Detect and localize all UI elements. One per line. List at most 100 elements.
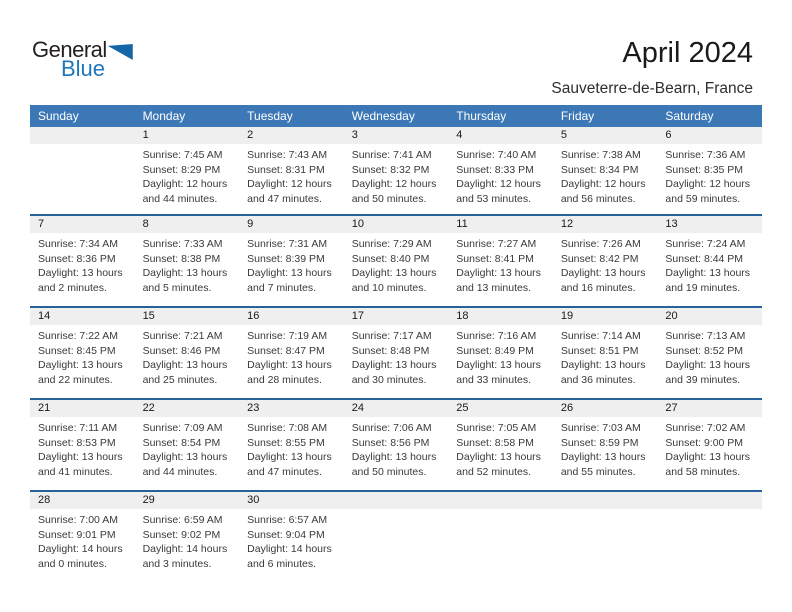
day-details: Sunrise: 7:43 AM Sunset: 8:31 PM Dayligh… xyxy=(239,144,344,206)
day-cell: 27 Sunrise: 7:02 AM Sunset: 9:00 PM Dayl… xyxy=(657,400,762,490)
day-details: Sunrise: 6:57 AM Sunset: 9:04 PM Dayligh… xyxy=(239,509,344,571)
day-number: 26 xyxy=(552,400,658,417)
day-sunrise: Sunrise: 7:05 AM xyxy=(456,422,537,434)
day-daylight: Daylight: 13 hours and 10 minutes. xyxy=(351,267,437,294)
day-number: 27 xyxy=(657,400,762,417)
day-sunset: Sunset: 8:34 PM xyxy=(560,163,639,176)
week-row: 21 Sunrise: 7:11 AM Sunset: 8:53 PM Dayl… xyxy=(30,398,762,490)
day-sunset: Sunset: 9:01 PM xyxy=(38,528,116,541)
day-sunrise: Sunrise: 7:31 AM xyxy=(247,238,328,250)
day-cell: 23 Sunrise: 7:08 AM Sunset: 8:55 PM Dayl… xyxy=(239,400,344,490)
weeks-container: 1 Sunrise: 7:45 AM Sunset: 8:29 PM Dayli… xyxy=(30,127,762,582)
day-details xyxy=(657,509,762,513)
day-number: 21 xyxy=(30,400,135,417)
day-sunrise: Sunrise: 7:24 AM xyxy=(665,238,746,250)
day-number: 3 xyxy=(343,127,449,144)
day-number: 19 xyxy=(552,308,658,325)
day-sunrise: Sunrise: 7:38 AM xyxy=(560,149,641,161)
day-sunset: Sunset: 8:55 PM xyxy=(247,436,325,449)
page-subtitle: Sauveterre-de-Bearn, France xyxy=(551,79,753,97)
day-daylight: Daylight: 13 hours and 39 minutes. xyxy=(665,359,751,386)
day-daylight: Daylight: 13 hours and 30 minutes. xyxy=(351,359,437,386)
day-daylight: Daylight: 13 hours and 50 minutes. xyxy=(351,451,437,478)
day-daylight: Daylight: 13 hours and 36 minutes. xyxy=(560,359,646,386)
weekday-wednesday: Wednesday xyxy=(351,109,415,123)
day-details: Sunrise: 7:27 AM Sunset: 8:41 PM Dayligh… xyxy=(448,233,553,295)
calendar: Sunday Monday Tuesday Wednesday Thursday… xyxy=(30,105,762,582)
day-number: 29 xyxy=(134,492,240,509)
day-sunrise: Sunrise: 7:43 AM xyxy=(247,149,328,161)
day-cell: 3 Sunrise: 7:41 AM Sunset: 8:32 PM Dayli… xyxy=(343,127,449,214)
day-cell: 30 Sunrise: 6:57 AM Sunset: 9:04 PM Dayl… xyxy=(239,492,344,582)
day-cell: 16 Sunrise: 7:19 AM Sunset: 8:47 PM Dayl… xyxy=(239,308,344,398)
day-daylight: Daylight: 13 hours and 16 minutes. xyxy=(560,267,646,294)
day-details: Sunrise: 7:22 AM Sunset: 8:45 PM Dayligh… xyxy=(30,325,135,387)
day-daylight: Daylight: 13 hours and 28 minutes. xyxy=(247,359,332,386)
day-details: Sunrise: 7:36 AM Sunset: 8:35 PM Dayligh… xyxy=(657,144,762,206)
day-daylight: Daylight: 12 hours and 53 minutes. xyxy=(456,178,541,205)
day-sunrise: Sunrise: 7:45 AM xyxy=(142,149,223,161)
day-number: 11 xyxy=(448,216,553,233)
day-daylight: Daylight: 13 hours and 5 minutes. xyxy=(142,267,228,294)
day-number: 23 xyxy=(239,400,344,417)
day-sunrise: Sunrise: 7:00 AM xyxy=(38,514,118,526)
day-cell: 5 Sunrise: 7:38 AM Sunset: 8:34 PM Dayli… xyxy=(552,127,658,214)
day-sunset: Sunset: 8:48 PM xyxy=(351,344,430,357)
day-number: 9 xyxy=(239,216,344,233)
day-cell xyxy=(552,492,658,582)
day-daylight: Daylight: 13 hours and 52 minutes. xyxy=(456,451,541,478)
day-sunset: Sunset: 8:49 PM xyxy=(456,344,534,357)
logo-word-general: General xyxy=(32,37,107,62)
day-sunrise: Sunrise: 7:09 AM xyxy=(142,422,223,434)
day-number: 7 xyxy=(30,216,135,233)
day-number: 17 xyxy=(343,308,449,325)
day-number: 15 xyxy=(134,308,240,325)
weekday-friday: Friday xyxy=(560,109,595,123)
day-sunset: Sunset: 8:51 PM xyxy=(560,344,639,357)
day-daylight: Daylight: 13 hours and 44 minutes. xyxy=(142,451,228,478)
day-cell: 1 Sunrise: 7:45 AM Sunset: 8:29 PM Dayli… xyxy=(134,127,240,214)
day-daylight: Daylight: 13 hours and 58 minutes. xyxy=(665,451,751,478)
day-cell: 9 Sunrise: 7:31 AM Sunset: 8:39 PM Dayli… xyxy=(239,216,344,306)
day-cell xyxy=(343,492,449,582)
day-number: 2 xyxy=(239,127,344,144)
day-details: Sunrise: 7:00 AM Sunset: 9:01 PM Dayligh… xyxy=(30,509,135,571)
day-sunrise: Sunrise: 7:02 AM xyxy=(665,422,746,434)
day-cell: 25 Sunrise: 7:05 AM Sunset: 8:58 PM Dayl… xyxy=(448,400,553,490)
day-sunset: Sunset: 9:00 PM xyxy=(665,436,744,449)
day-sunset: Sunset: 8:59 PM xyxy=(560,436,639,449)
day-sunrise: Sunrise: 7:33 AM xyxy=(142,238,223,250)
day-daylight: Daylight: 12 hours and 44 minutes. xyxy=(142,178,228,205)
day-sunrise: Sunrise: 7:41 AM xyxy=(351,149,432,161)
day-sunset: Sunset: 8:38 PM xyxy=(142,252,221,265)
day-cell: 13 Sunrise: 7:24 AM Sunset: 8:44 PM Dayl… xyxy=(657,216,762,306)
day-details: Sunrise: 7:40 AM Sunset: 8:33 PM Dayligh… xyxy=(448,144,553,206)
day-number: 22 xyxy=(134,400,240,417)
day-cell: 28 Sunrise: 7:00 AM Sunset: 9:01 PM Dayl… xyxy=(30,492,135,582)
day-daylight: Daylight: 12 hours and 47 minutes. xyxy=(247,178,332,205)
week-row: 7 Sunrise: 7:34 AM Sunset: 8:36 PM Dayli… xyxy=(30,214,762,306)
day-daylight: Daylight: 14 hours and 6 minutes. xyxy=(247,543,332,570)
day-sunrise: Sunrise: 7:19 AM xyxy=(247,330,328,342)
day-sunrise: Sunrise: 7:27 AM xyxy=(456,238,537,250)
day-sunrise: Sunrise: 7:22 AM xyxy=(38,330,118,342)
day-daylight: Daylight: 13 hours and 22 minutes. xyxy=(38,359,123,386)
day-number xyxy=(448,492,553,509)
day-sunrise: Sunrise: 6:57 AM xyxy=(247,514,328,526)
day-sunset: Sunset: 8:31 PM xyxy=(247,163,325,176)
day-daylight: Daylight: 14 hours and 3 minutes. xyxy=(142,543,228,570)
day-daylight: Daylight: 13 hours and 19 minutes. xyxy=(665,267,751,294)
day-sunset: Sunset: 8:58 PM xyxy=(456,436,534,449)
day-sunset: Sunset: 8:52 PM xyxy=(665,344,744,357)
day-details: Sunrise: 7:11 AM Sunset: 8:53 PM Dayligh… xyxy=(30,417,135,479)
day-details: Sunrise: 7:29 AM Sunset: 8:40 PM Dayligh… xyxy=(344,233,449,295)
day-daylight: Daylight: 13 hours and 25 minutes. xyxy=(142,359,228,386)
day-daylight: Daylight: 13 hours and 2 minutes. xyxy=(38,267,123,294)
day-cell: 12 Sunrise: 7:26 AM Sunset: 8:42 PM Dayl… xyxy=(552,216,658,306)
day-daylight: Daylight: 13 hours and 55 minutes. xyxy=(560,451,646,478)
day-sunset: Sunset: 8:53 PM xyxy=(38,436,116,449)
day-number: 1 xyxy=(134,127,240,144)
day-number: 18 xyxy=(448,308,553,325)
day-cell: 11 Sunrise: 7:27 AM Sunset: 8:41 PM Dayl… xyxy=(448,216,553,306)
day-details: Sunrise: 7:08 AM Sunset: 8:55 PM Dayligh… xyxy=(239,417,344,479)
